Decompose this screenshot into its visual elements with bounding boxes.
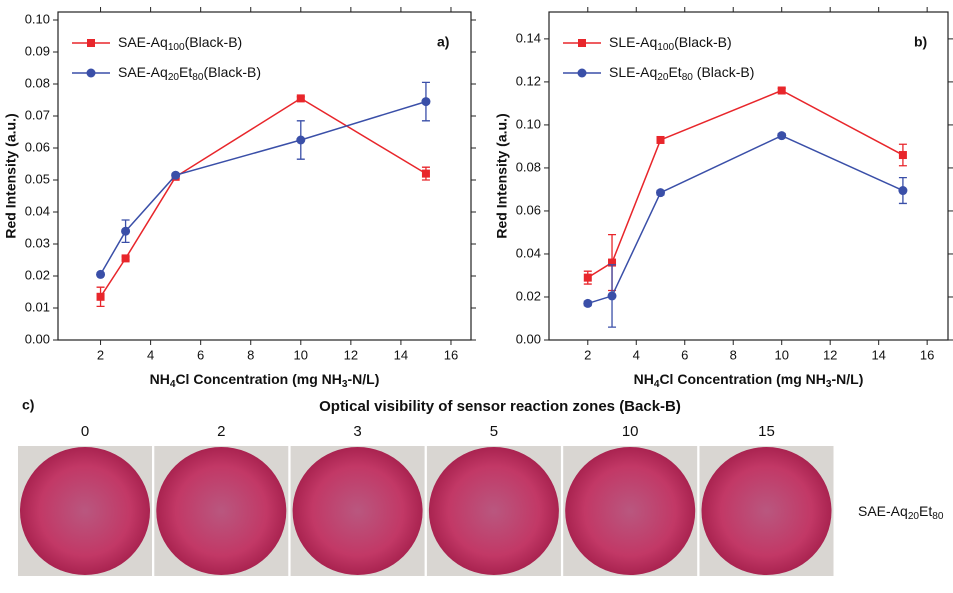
- x-axis-title: NH4Cl Concentration (mg NH3-N/L): [634, 371, 864, 390]
- concentration-label: 3: [353, 423, 361, 440]
- plot-frame: [57, 11, 472, 341]
- y-axis-title: Red Intensity (a.u.): [3, 113, 19, 238]
- legend-label: SLE-Aq20Et80 (Black-B): [609, 64, 754, 83]
- row-label: SAE-Aq20Et80: [858, 503, 944, 522]
- sensor-zone: [156, 447, 287, 575]
- marker: [777, 131, 787, 141]
- y-tick-label: 0.14: [516, 30, 541, 45]
- y-tick-label: 0.02: [25, 267, 50, 282]
- marker: [583, 273, 592, 282]
- marker: [608, 258, 617, 267]
- panel-title: Optical visibility of sensor reaction zo…: [319, 398, 681, 415]
- y-axis-title: Red Intensity (a.u.): [494, 113, 510, 238]
- marker: [607, 291, 617, 301]
- y-tick-label: 0.06: [516, 202, 541, 217]
- legend-label: SAE-Aq20Et80(Black-B): [118, 64, 261, 83]
- panel-label: b): [914, 34, 927, 50]
- legend-marker: [578, 39, 586, 47]
- x-tick-label: 2: [584, 347, 591, 362]
- x-tick-label: 12: [344, 347, 358, 362]
- marker: [777, 86, 786, 95]
- y-tick-label: 0.00: [25, 331, 50, 346]
- marker: [583, 298, 593, 308]
- y-tick-label: 0.07: [25, 107, 50, 122]
- x-tick-label: 14: [394, 347, 408, 362]
- x-tick-label: 8: [247, 347, 254, 362]
- marker: [656, 188, 666, 198]
- concentration-label: 2: [217, 423, 225, 440]
- x-tick-label: 4: [147, 347, 154, 362]
- sensor-zone: [565, 447, 696, 575]
- marker: [898, 151, 907, 160]
- series-line: [587, 134, 904, 305]
- concentration-label: 15: [758, 423, 775, 440]
- y-tick-label: 0.12: [516, 73, 541, 88]
- series-line: [587, 89, 904, 279]
- marker: [296, 135, 306, 145]
- plot-frame: [548, 11, 949, 341]
- legend-label: SLE-Aq100(Black-B): [609, 34, 732, 53]
- marker: [898, 186, 908, 196]
- legend-label: SAE-Aq100(Black-B): [118, 34, 242, 53]
- y-tick-label: 0.03: [25, 235, 50, 250]
- x-tick-label: 10: [774, 347, 788, 362]
- marker: [171, 170, 181, 180]
- marker: [421, 169, 430, 178]
- y-tick-label: 0.04: [516, 245, 541, 260]
- y-tick-label: 0.01: [25, 299, 50, 314]
- y-tick-label: 0.02: [516, 288, 541, 303]
- panel-label: a): [437, 34, 449, 50]
- x-tick-label: 16: [920, 347, 934, 362]
- marker: [421, 97, 431, 107]
- y-tick-label: 0.10: [25, 11, 50, 26]
- marker: [121, 254, 130, 263]
- sensor-zone: [292, 447, 423, 575]
- legend-marker: [86, 68, 96, 78]
- marker: [656, 135, 665, 144]
- legend-marker: [87, 39, 95, 47]
- y-tick-label: 0.06: [25, 139, 50, 154]
- y-tick-label: 0.04: [25, 203, 50, 218]
- y-tick-label: 0.10: [516, 116, 541, 131]
- x-tick-label: 2: [97, 347, 104, 362]
- x-tick-label: 14: [871, 347, 885, 362]
- sensor-zone: [20, 447, 150, 575]
- y-tick-label: 0.09: [25, 43, 50, 58]
- panel-label: c): [22, 397, 34, 413]
- concentration-label: 10: [622, 423, 639, 440]
- concentration-label: 5: [490, 423, 498, 440]
- series-line: [99, 100, 427, 275]
- y-tick-label: 0.05: [25, 171, 50, 186]
- x-tick-label: 16: [444, 347, 458, 362]
- x-axis-title: NH4Cl Concentration (mg NH3-N/L): [150, 371, 380, 390]
- sensor-zone: [701, 447, 832, 575]
- marker: [296, 94, 305, 103]
- sensor-zone: [428, 447, 559, 575]
- marker: [96, 292, 105, 301]
- x-tick-label: 12: [823, 347, 837, 362]
- series-line: [99, 97, 427, 298]
- y-tick-label: 0.08: [516, 159, 541, 174]
- legend-marker: [577, 68, 587, 78]
- y-tick-label: 0.00: [516, 331, 541, 346]
- x-tick-label: 10: [294, 347, 308, 362]
- x-tick-label: 6: [681, 347, 688, 362]
- x-tick-label: 4: [633, 347, 640, 362]
- x-tick-label: 6: [197, 347, 204, 362]
- marker: [121, 226, 131, 236]
- concentration-label: 0: [81, 423, 89, 440]
- x-tick-label: 8: [730, 347, 737, 362]
- marker: [96, 269, 106, 279]
- y-tick-label: 0.08: [25, 75, 50, 90]
